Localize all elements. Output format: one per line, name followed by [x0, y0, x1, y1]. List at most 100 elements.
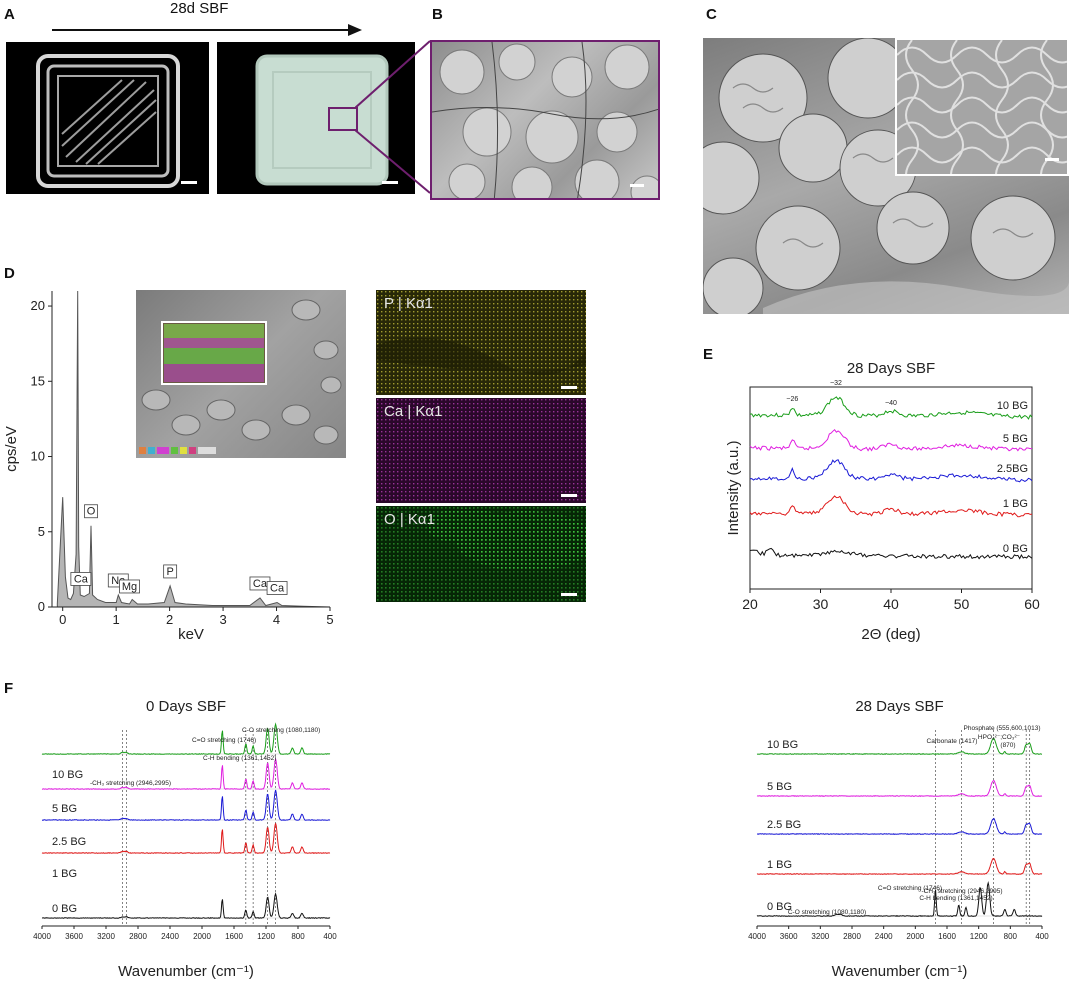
x-tick-label: 3200 [811, 932, 829, 941]
peak-label-box [163, 564, 178, 579]
band-annotation: -CH₃ stretching (2946,2995) [921, 888, 1002, 895]
ftir-title: 28 Days SBF [855, 698, 943, 715]
peak-annotation: ~32 [830, 380, 842, 387]
peak-annotation: ~40 [885, 400, 897, 407]
x-tick-label: 2000 [193, 932, 211, 941]
y-tick-label: 5 [38, 524, 45, 539]
series-label: 1 BG [1003, 498, 1028, 510]
series-label: 10 BG [52, 769, 83, 781]
x-tick-label: 400 [323, 932, 337, 941]
peak-label-box [119, 579, 140, 594]
panel-label-b: B [432, 6, 443, 23]
series-label: 2.5 BG [767, 819, 801, 831]
band-annotation: C=O stretching (1746) [192, 737, 256, 744]
sem-image-crystals [430, 40, 660, 200]
x-tick-label: 1200 [257, 932, 275, 941]
scaffold-photo-after [217, 42, 415, 194]
series-label: 2.5BG [997, 463, 1028, 475]
ftir-series-line [757, 817, 1042, 835]
series-label: 0 BG [1003, 543, 1028, 555]
ftir-chart-28-days: 28 Days SBF 4000 3600 3200 2800 2400 2000 1600 1… [748, 698, 1049, 980]
x-axis-label: Wavenumber (cm⁻¹) [118, 963, 254, 980]
panel-label-c: C [706, 6, 717, 23]
eds-map-label-p: P | Kα1 [384, 295, 433, 312]
ftir-series-line [41, 823, 331, 854]
x-axis-label: keV [178, 626, 204, 643]
ftir-series-line [756, 857, 1043, 875]
x-tick-label: 5 [326, 612, 333, 627]
eds-map-label-ca: Ca | Kα1 [384, 403, 443, 420]
x-tick-label: 800 [291, 932, 305, 941]
plot-frame [749, 386, 1033, 590]
ftir-series-line [756, 737, 1043, 755]
x-tick-label: 40 [883, 596, 899, 612]
x-tick-label: 3 [219, 612, 226, 627]
sem-inset-nanoflakes [895, 38, 1069, 191]
peak-label-box [266, 581, 288, 595]
y-tick-label: 0 [38, 599, 45, 614]
band-annotation: Carbonate (1417) [927, 738, 978, 745]
peak-label-box [70, 572, 92, 586]
xrd-series-line [749, 547, 1033, 560]
ftir-series-line [41, 758, 331, 790]
panel-label-e: E [703, 346, 714, 363]
mineralized-scaffold-image [255, 54, 398, 186]
band-annotation: C-O stretching (1080,1180) [242, 727, 320, 734]
transparent-scaffold-image [36, 54, 197, 188]
scale-bar [561, 494, 577, 497]
x-tick-label: 50 [954, 596, 970, 612]
y-tick-label: 10 [31, 449, 45, 464]
eds-map-ca: Ca | Kα1 [376, 398, 586, 503]
sbf-arrow-label: 28d SBF [170, 0, 229, 17]
peak-label: Ca [270, 582, 285, 594]
x-tick-label: 2 [166, 612, 173, 627]
x-tick-label: 60 [1024, 596, 1040, 612]
x-tick-label: 400 [1035, 932, 1049, 941]
ftir-series-line [756, 881, 1043, 917]
x-tick-label: 1 [113, 612, 120, 627]
eds-spectrum-area [56, 290, 331, 608]
series-label: 5 BG [1003, 433, 1028, 445]
x-tick-label: 3600 [65, 932, 83, 941]
series-label: 2.5 BG [52, 836, 86, 848]
scale-bar [561, 593, 577, 596]
y-axis-label: cps/eV [3, 426, 20, 472]
band-annotation: C-H bending (1361,1452) [919, 895, 992, 902]
ftir-series-line [41, 789, 331, 821]
series-label: 10 BG [997, 400, 1028, 412]
ftir-chart-7-days: 7 Days SBF400036003200280024002000160012… [362, 690, 707, 982]
x-tick-label: 800 [1004, 932, 1018, 941]
eds-legend-strip [139, 447, 216, 454]
ftir-series-line [756, 779, 1043, 797]
x-tick-label: 20 [742, 596, 758, 612]
ftir-title: 0 Days SBF [146, 698, 226, 715]
ftir-series-line [41, 892, 331, 919]
x-tick-label: 2000 [906, 932, 924, 941]
series-label: 0 BG [52, 903, 77, 915]
ftir-series-line [41, 722, 331, 755]
xrd-series-line [749, 396, 1033, 420]
series-label: 5 BG [52, 803, 77, 815]
x-tick-label: 30 [813, 596, 829, 612]
peak-label: P [166, 566, 173, 578]
peak-label: Mg [122, 581, 137, 593]
eds-map-p: P | Kα1 [376, 290, 586, 395]
peak-label: Ca [253, 578, 268, 590]
zoom-lines [355, 40, 431, 194]
x-tick-label: 3200 [97, 932, 115, 941]
xrd-series-line [749, 495, 1033, 518]
panel-label-f: F [4, 680, 14, 697]
x-tick-label: 0 [59, 612, 66, 627]
band-annotation: HPO₄²⁻;CO₃²⁻ [978, 734, 1021, 741]
eds-sem-inset [136, 290, 346, 458]
series-label: 1 BG [52, 868, 77, 880]
y-tick-label: 15 [31, 373, 45, 388]
peak-annotation: ~26 [786, 396, 798, 403]
x-tick-label: 4 [273, 612, 280, 627]
x-axis-label: Wavenumber (cm⁻¹) [832, 963, 968, 980]
x-tick-label: 1600 [938, 932, 956, 941]
x-tick-label: 1600 [225, 932, 243, 941]
x-tick-label: 2800 [843, 932, 861, 941]
band-annotation: C-O stretching (1080,1180) [788, 909, 866, 916]
